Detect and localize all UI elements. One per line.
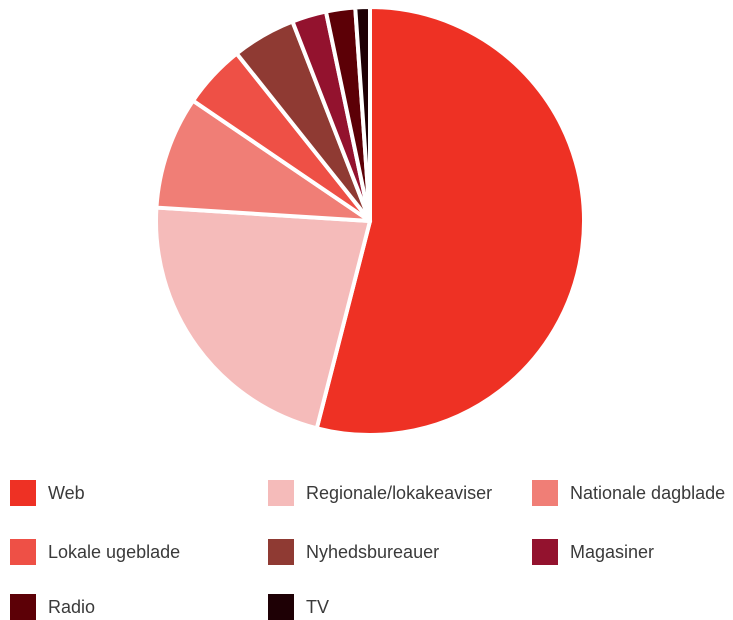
legend-label-radio: Radio bbox=[48, 596, 96, 617]
legend-swatch-magasiner bbox=[532, 539, 558, 565]
legend-item-nationale-dagblade: Nationale dagblade bbox=[532, 480, 725, 506]
legend-item-lokale-ugeblade: Lokale ugeblade bbox=[10, 539, 180, 565]
pie-slice-tv bbox=[353, 5, 372, 223]
legend-swatch-tv bbox=[268, 594, 294, 620]
legend-swatch-lokale-ugeblade bbox=[10, 539, 36, 565]
legend-item-tv: TV bbox=[268, 594, 329, 620]
pie-slice-web bbox=[314, 5, 586, 437]
legend-label-tv: TV bbox=[306, 596, 330, 617]
legend-swatch-radio bbox=[10, 594, 36, 620]
legend-swatch-nyhedsbureauer bbox=[268, 539, 294, 565]
pie-slice-nationale-dagblade bbox=[154, 98, 372, 223]
legend-item-radio: Radio bbox=[10, 594, 95, 620]
legend-label-nyhedsbureauer: Nyhedsbureauer bbox=[306, 541, 440, 562]
legend-label-magasiner: Magasiner bbox=[570, 541, 655, 562]
legend-label-nationale-dagblade: Nationale dagblade bbox=[570, 482, 726, 503]
pie-chart bbox=[154, 5, 586, 437]
legend-label-lokale-ugeblade: Lokale ugeblade bbox=[48, 541, 181, 562]
legend-item-web: Web bbox=[10, 480, 85, 506]
legend-swatch-regionale-lokakeaviser bbox=[268, 480, 294, 506]
legend-swatch-nationale-dagblade bbox=[532, 480, 558, 506]
pie-slice-regionale-lokakeaviser bbox=[154, 205, 372, 431]
legend-swatch-web bbox=[10, 480, 36, 506]
legend-item-magasiner: Magasiner bbox=[532, 539, 654, 565]
legend-item-nyhedsbureauer: Nyhedsbureauer bbox=[268, 539, 439, 565]
legend-item-regionale-lokakeaviser: Regionale/lokakeaviser bbox=[268, 480, 492, 506]
legend-label-web: Web bbox=[48, 482, 85, 503]
legend-label-regionale-lokakeaviser: Regionale/lokakeaviser bbox=[306, 482, 493, 503]
